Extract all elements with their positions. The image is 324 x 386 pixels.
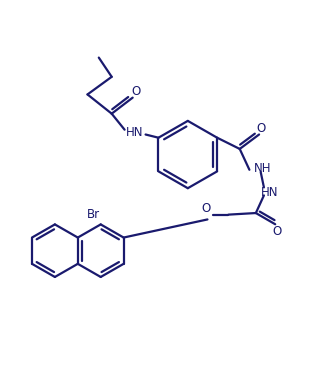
Text: O: O bbox=[256, 122, 265, 135]
Text: O: O bbox=[202, 202, 211, 215]
Text: Br: Br bbox=[87, 208, 100, 221]
Text: O: O bbox=[272, 225, 282, 238]
Text: HN: HN bbox=[260, 186, 278, 199]
Text: O: O bbox=[131, 85, 141, 98]
Text: NH: NH bbox=[254, 162, 272, 174]
Text: HN: HN bbox=[125, 126, 143, 139]
